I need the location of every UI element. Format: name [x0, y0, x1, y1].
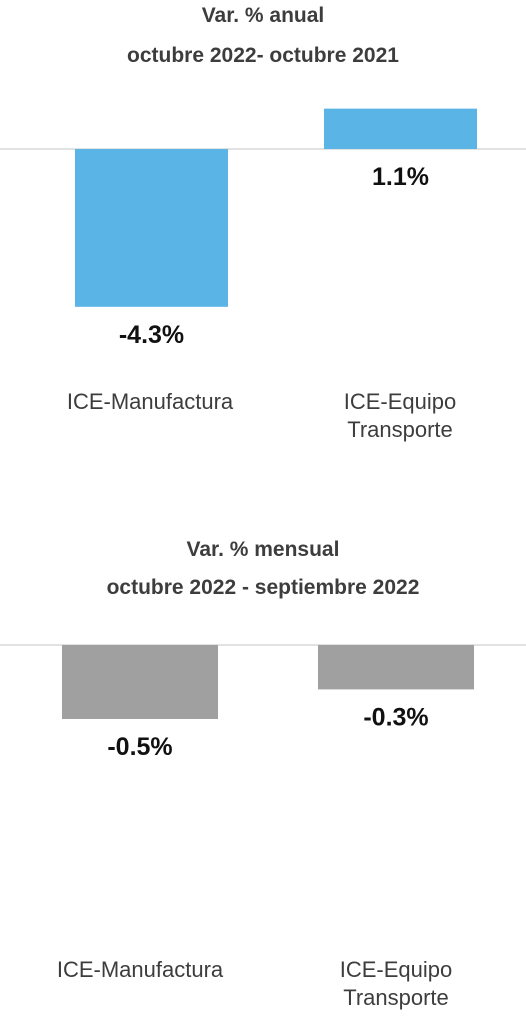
bar-equipo-transporte — [324, 108, 477, 149]
data-label-manufactura: -4.3% — [119, 321, 184, 349]
bar-equipo-transporte — [318, 645, 474, 690]
category-label-manufactura: ICE-Manufactura — [56, 957, 224, 982]
bar-manufactura — [62, 645, 218, 719]
monthly-bar-plot: -0.5% -0.3% — [0, 644, 526, 761]
monthly-variation-chart: Var. % mensual octubre 2022 - septiembre… — [0, 530, 526, 1017]
annual-bar-plot: -4.3% 1.1% — [0, 108, 526, 349]
chart-title: Var. % mensual — [186, 538, 340, 561]
data-label-equipo-transporte: 1.1% — [372, 163, 429, 191]
bar-manufactura — [75, 149, 228, 307]
category-label-equipo-transporte: ICE-Equipo Transporte — [343, 389, 457, 442]
category-label-equipo-transporte: ICE-Equipo Transporte — [339, 957, 453, 1010]
chart-subtitle: octubre 2022 - septiembre 2022 — [106, 576, 420, 599]
data-label-equipo-transporte: -0.3% — [363, 703, 428, 731]
data-label-manufactura: -0.5% — [107, 733, 172, 761]
annual-variation-chart: Var. % anual octubre 2022- octubre 2021 … — [0, 0, 526, 470]
chart-title: Var. % anual — [201, 4, 325, 27]
chart-subtitle: octubre 2022- octubre 2021 — [127, 44, 399, 67]
category-label-manufactura: ICE-Manufactura — [66, 389, 234, 414]
